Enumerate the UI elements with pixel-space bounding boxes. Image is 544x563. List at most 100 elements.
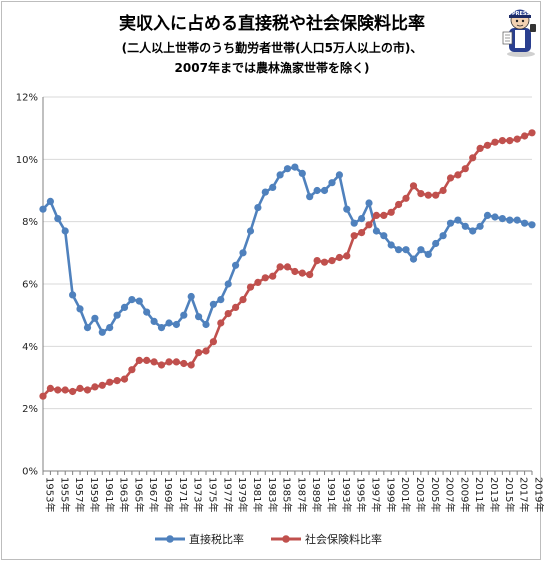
data-point-social-insurance <box>343 252 351 260</box>
data-point-direct-tax <box>439 232 447 240</box>
data-point-social-insurance <box>157 361 166 369</box>
data-point-direct-tax <box>254 204 262 212</box>
data-point-direct-tax <box>291 163 299 171</box>
data-point-direct-tax <box>491 213 499 221</box>
x-tick-label: 1993年 <box>340 477 353 512</box>
data-point-social-insurance <box>454 171 462 179</box>
data-point-direct-tax <box>521 219 529 227</box>
x-tick-label: 1991年 <box>325 477 338 512</box>
data-point-direct-tax <box>46 197 55 205</box>
y-tick-label: 2% <box>22 404 38 415</box>
data-point-direct-tax <box>387 241 395 249</box>
data-point-social-insurance <box>350 232 358 240</box>
data-point-social-insurance <box>232 303 240 311</box>
data-point-direct-tax <box>395 246 403 254</box>
x-tick-label: 1959年 <box>88 477 101 512</box>
data-point-direct-tax <box>98 328 106 336</box>
x-tick-label: 1971年 <box>177 477 190 512</box>
plot-area: 0% 2% 4% 6% 8% 10% 12% 1953年 1955年 1957年 1959年 1961… <box>16 93 544 513</box>
data-point-social-insurance <box>298 269 306 277</box>
data-point-direct-tax <box>483 211 492 219</box>
data-point-social-insurance <box>498 137 506 145</box>
data-point-direct-tax <box>469 227 477 235</box>
data-point-social-insurance <box>76 384 84 392</box>
data-point-social-insurance <box>469 154 477 162</box>
data-point-social-insurance <box>98 381 106 389</box>
chart-title: 実収入に占める直接税や社会保険料比率 <box>119 13 425 34</box>
legend-label-social-insurance: 社会保険料比率 <box>305 532 382 546</box>
legend-item-social-insurance: 社会保険料比率 <box>271 532 382 546</box>
x-tick-label: 1977年 <box>221 477 234 512</box>
data-point-direct-tax <box>239 249 247 257</box>
data-point-social-insurance <box>172 358 180 366</box>
data-point-direct-tax <box>372 227 380 235</box>
data-point-direct-tax <box>446 219 455 227</box>
x-tick-label: 1957年 <box>73 477 86 512</box>
data-point-social-insurance <box>491 138 499 146</box>
data-point-social-insurance <box>180 359 188 368</box>
data-point-direct-tax <box>232 261 240 269</box>
data-point-social-insurance <box>291 267 299 276</box>
data-point-direct-tax <box>343 205 351 213</box>
data-point-social-insurance <box>54 386 62 394</box>
data-point-social-insurance <box>417 190 425 198</box>
data-point-direct-tax <box>61 227 69 235</box>
y-tick-label: 6% <box>22 280 38 291</box>
data-point-social-insurance <box>254 278 262 286</box>
data-point-direct-tax <box>54 215 62 223</box>
data-point-social-insurance <box>61 386 69 394</box>
data-point-social-insurance <box>506 137 514 145</box>
data-point-social-insurance <box>91 383 99 391</box>
data-point-social-insurance <box>528 129 536 137</box>
data-point-direct-tax <box>528 221 536 229</box>
legend: 直接税比率 社会保険料比率 <box>155 532 382 546</box>
legend-label-direct-tax: 直接税比率 <box>189 532 244 546</box>
data-point-direct-tax <box>172 320 180 329</box>
x-tick-label: 1953年 <box>44 477 57 512</box>
data-point-social-insurance <box>328 257 336 265</box>
data-point-direct-tax <box>461 222 469 230</box>
data-point-social-insurance <box>128 366 136 374</box>
data-point-social-insurance <box>187 361 195 369</box>
data-point-direct-tax <box>180 311 188 319</box>
data-point-social-insurance <box>365 221 373 229</box>
data-point-social-insurance <box>239 296 247 304</box>
data-point-social-insurance <box>113 377 121 385</box>
data-point-direct-tax <box>402 246 410 254</box>
data-point-direct-tax <box>350 219 358 227</box>
data-point-social-insurance <box>521 132 529 140</box>
data-point-direct-tax <box>298 169 306 177</box>
data-point-social-insurance <box>261 274 269 282</box>
chart-subtitle-line-2: 2007年までは農林漁家世帯を除く) <box>175 60 370 75</box>
x-tick-label: 1999年 <box>384 477 397 512</box>
data-point-social-insurance <box>46 384 55 392</box>
data-point-social-insurance <box>380 211 388 219</box>
data-point-direct-tax <box>358 215 366 223</box>
data-point-direct-tax <box>217 296 225 304</box>
data-point-social-insurance <box>224 310 232 318</box>
legend-marker-direct-tax <box>166 535 174 543</box>
data-point-social-insurance <box>69 387 77 396</box>
series-line-direct-tax <box>42 165 533 334</box>
data-point-social-insurance <box>424 191 432 199</box>
data-point-direct-tax <box>83 324 92 332</box>
data-point-social-insurance <box>195 349 203 357</box>
data-point-direct-tax <box>165 319 173 327</box>
data-point-social-insurance <box>372 211 380 219</box>
data-point-direct-tax <box>209 300 217 308</box>
x-tick-label: 1955年 <box>58 477 71 512</box>
x-tick-label: 1989年 <box>310 477 323 512</box>
data-point-direct-tax <box>224 280 232 288</box>
data-point-direct-tax <box>113 311 121 319</box>
reporter-mascot-icon: PRESS <box>502 9 536 57</box>
x-tick-label: 1961年 <box>103 477 116 512</box>
data-point-social-insurance <box>106 378 114 386</box>
x-tick-label: 1997年 <box>370 477 383 512</box>
x-tick-label: 1963年 <box>118 477 131 512</box>
data-point-social-insurance <box>387 208 395 216</box>
x-tick-label: 2007年 <box>444 477 457 512</box>
x-tick-label: 1983年 <box>266 477 279 512</box>
mascot-badge-text: PRESS <box>512 11 530 17</box>
data-point-direct-tax <box>513 216 521 224</box>
